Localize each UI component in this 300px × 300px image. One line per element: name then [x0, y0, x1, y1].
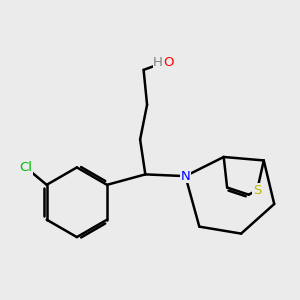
Text: S: S	[253, 184, 261, 196]
Text: O: O	[163, 56, 173, 69]
Text: Cl: Cl	[19, 161, 32, 174]
Text: N: N	[181, 169, 190, 183]
Text: H: H	[153, 56, 163, 69]
